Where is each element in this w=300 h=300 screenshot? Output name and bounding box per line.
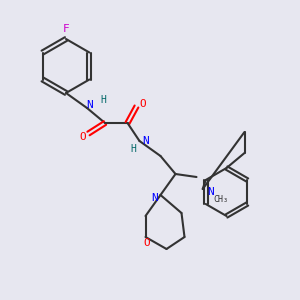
Text: O: O: [139, 98, 146, 109]
Text: H: H: [130, 143, 136, 154]
Text: CH₃: CH₃: [213, 195, 228, 204]
Text: O: O: [79, 131, 86, 142]
Text: N: N: [207, 187, 214, 197]
Text: H: H: [100, 94, 106, 105]
Text: O: O: [144, 238, 150, 248]
Text: N: N: [151, 193, 158, 203]
Text: N: N: [87, 100, 93, 110]
Text: N: N: [142, 136, 149, 146]
Text: F: F: [63, 23, 69, 34]
